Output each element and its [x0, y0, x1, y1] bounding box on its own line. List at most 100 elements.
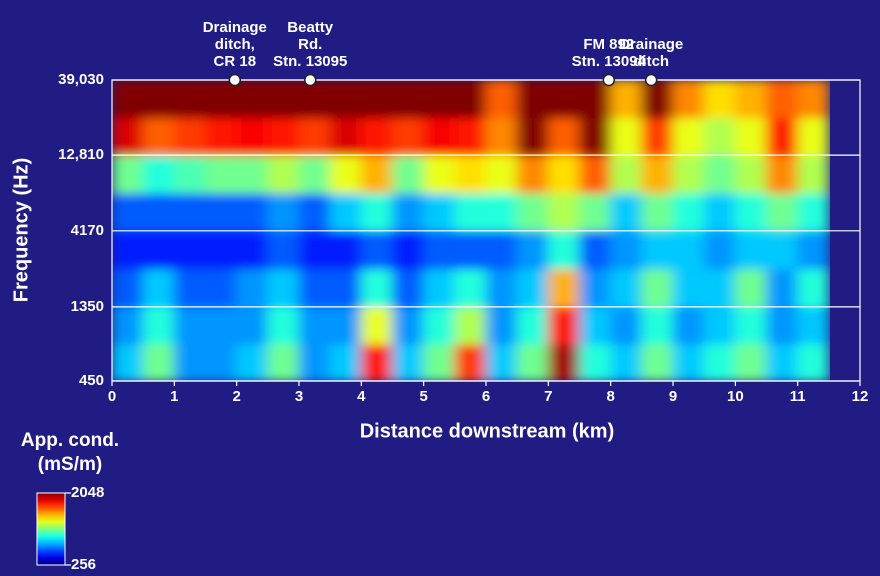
heat-cell [205, 192, 237, 231]
heat-cell [423, 306, 455, 344]
heat-cell [112, 192, 144, 231]
site-label: Rd. [298, 36, 322, 53]
heat-cell [330, 268, 362, 307]
heat-cell [641, 268, 673, 307]
heat-cell [267, 117, 299, 156]
heat-cell [704, 192, 736, 231]
heat-cell [236, 268, 268, 307]
heat-cell [797, 268, 829, 307]
heat-cell [299, 155, 331, 194]
heat-cell [330, 80, 362, 119]
heat-cell [236, 306, 268, 344]
x-tick-label: 12 [852, 388, 869, 405]
heat-cell [548, 230, 580, 269]
y-tick-label: 39,030 [58, 71, 104, 88]
heat-cell [641, 192, 673, 231]
heat-cell [735, 155, 767, 194]
heat-cell [236, 80, 268, 119]
heat-cell [299, 306, 331, 344]
heat-cell [579, 343, 611, 381]
heat-cell [610, 192, 642, 231]
heat-cell [112, 230, 144, 269]
heat-cell [610, 343, 642, 381]
heat-cell [548, 268, 580, 307]
heat-cell [610, 80, 642, 119]
heat-cell [641, 80, 673, 119]
heat-cell [143, 192, 175, 231]
y-tick-label: 1350 [71, 298, 104, 315]
colorbar [37, 493, 65, 565]
heat-cell [174, 192, 206, 231]
heat-cell [735, 80, 767, 119]
heat-cell [548, 306, 580, 344]
heat-cell [517, 230, 549, 269]
heat-cell [205, 117, 237, 156]
heat-cell [579, 155, 611, 194]
x-tick-label: 4 [357, 388, 366, 405]
heat-cell [797, 80, 829, 119]
heat-cell [392, 80, 424, 119]
heat-cell [610, 155, 642, 194]
heat-cell [392, 192, 424, 231]
heat-cell [423, 343, 455, 381]
heat-cell [361, 80, 393, 119]
heat-cell [673, 155, 705, 194]
heat-cell [704, 343, 736, 381]
heat-cell [454, 192, 486, 231]
heat-cell [454, 117, 486, 156]
x-tick-label: 5 [419, 388, 427, 405]
heat-cell [361, 155, 393, 194]
heat-cell [673, 192, 705, 231]
heat-cell [766, 80, 798, 119]
heat-cell [205, 343, 237, 381]
heat-cell [797, 117, 829, 156]
site-marker [229, 75, 240, 86]
heat-cell [361, 306, 393, 344]
heat-cell [641, 306, 673, 344]
heat-cell [361, 192, 393, 231]
x-tick-label: 11 [790, 388, 806, 405]
x-tick-label: 1 [170, 388, 178, 405]
site-label: Drainage [619, 36, 683, 53]
heat-cell [766, 230, 798, 269]
heat-cell [579, 268, 611, 307]
heat-cell [392, 343, 424, 381]
heat-cell [361, 343, 393, 381]
heat-cell [517, 192, 549, 231]
heat-cell [267, 268, 299, 307]
x-tick-label: 2 [232, 388, 240, 405]
heat-cell [486, 155, 518, 194]
heat-cell [361, 268, 393, 307]
heat-cell [267, 230, 299, 269]
heat-cell [143, 117, 175, 156]
heat-cell [143, 155, 175, 194]
heat-cell [704, 155, 736, 194]
heat-cell [174, 230, 206, 269]
colorbar-title: (mS/m) [38, 454, 102, 475]
heat-cell [112, 268, 144, 307]
heat-cell [548, 192, 580, 231]
heat-cell [236, 343, 268, 381]
heat-cell [735, 343, 767, 381]
heat-cell [236, 192, 268, 231]
heat-cell [112, 155, 144, 194]
y-tick-label: 450 [79, 372, 104, 389]
heat-cell [579, 230, 611, 269]
site-label: ditch, [215, 36, 255, 53]
heat-cell [423, 80, 455, 119]
heat-cell [610, 117, 642, 156]
heat-cell [641, 343, 673, 381]
heat-cell [641, 230, 673, 269]
site-label: Beatty [287, 19, 334, 36]
heat-cell [392, 306, 424, 344]
heat-cell [735, 117, 767, 156]
site-marker [305, 75, 316, 86]
heat-cell [330, 306, 362, 344]
heat-cell [517, 117, 549, 156]
heat-cell [704, 306, 736, 344]
heat-cell [174, 155, 206, 194]
heat-cell [704, 230, 736, 269]
heat-cell [454, 343, 486, 381]
heat-cell [673, 343, 705, 381]
heat-cell [454, 306, 486, 344]
